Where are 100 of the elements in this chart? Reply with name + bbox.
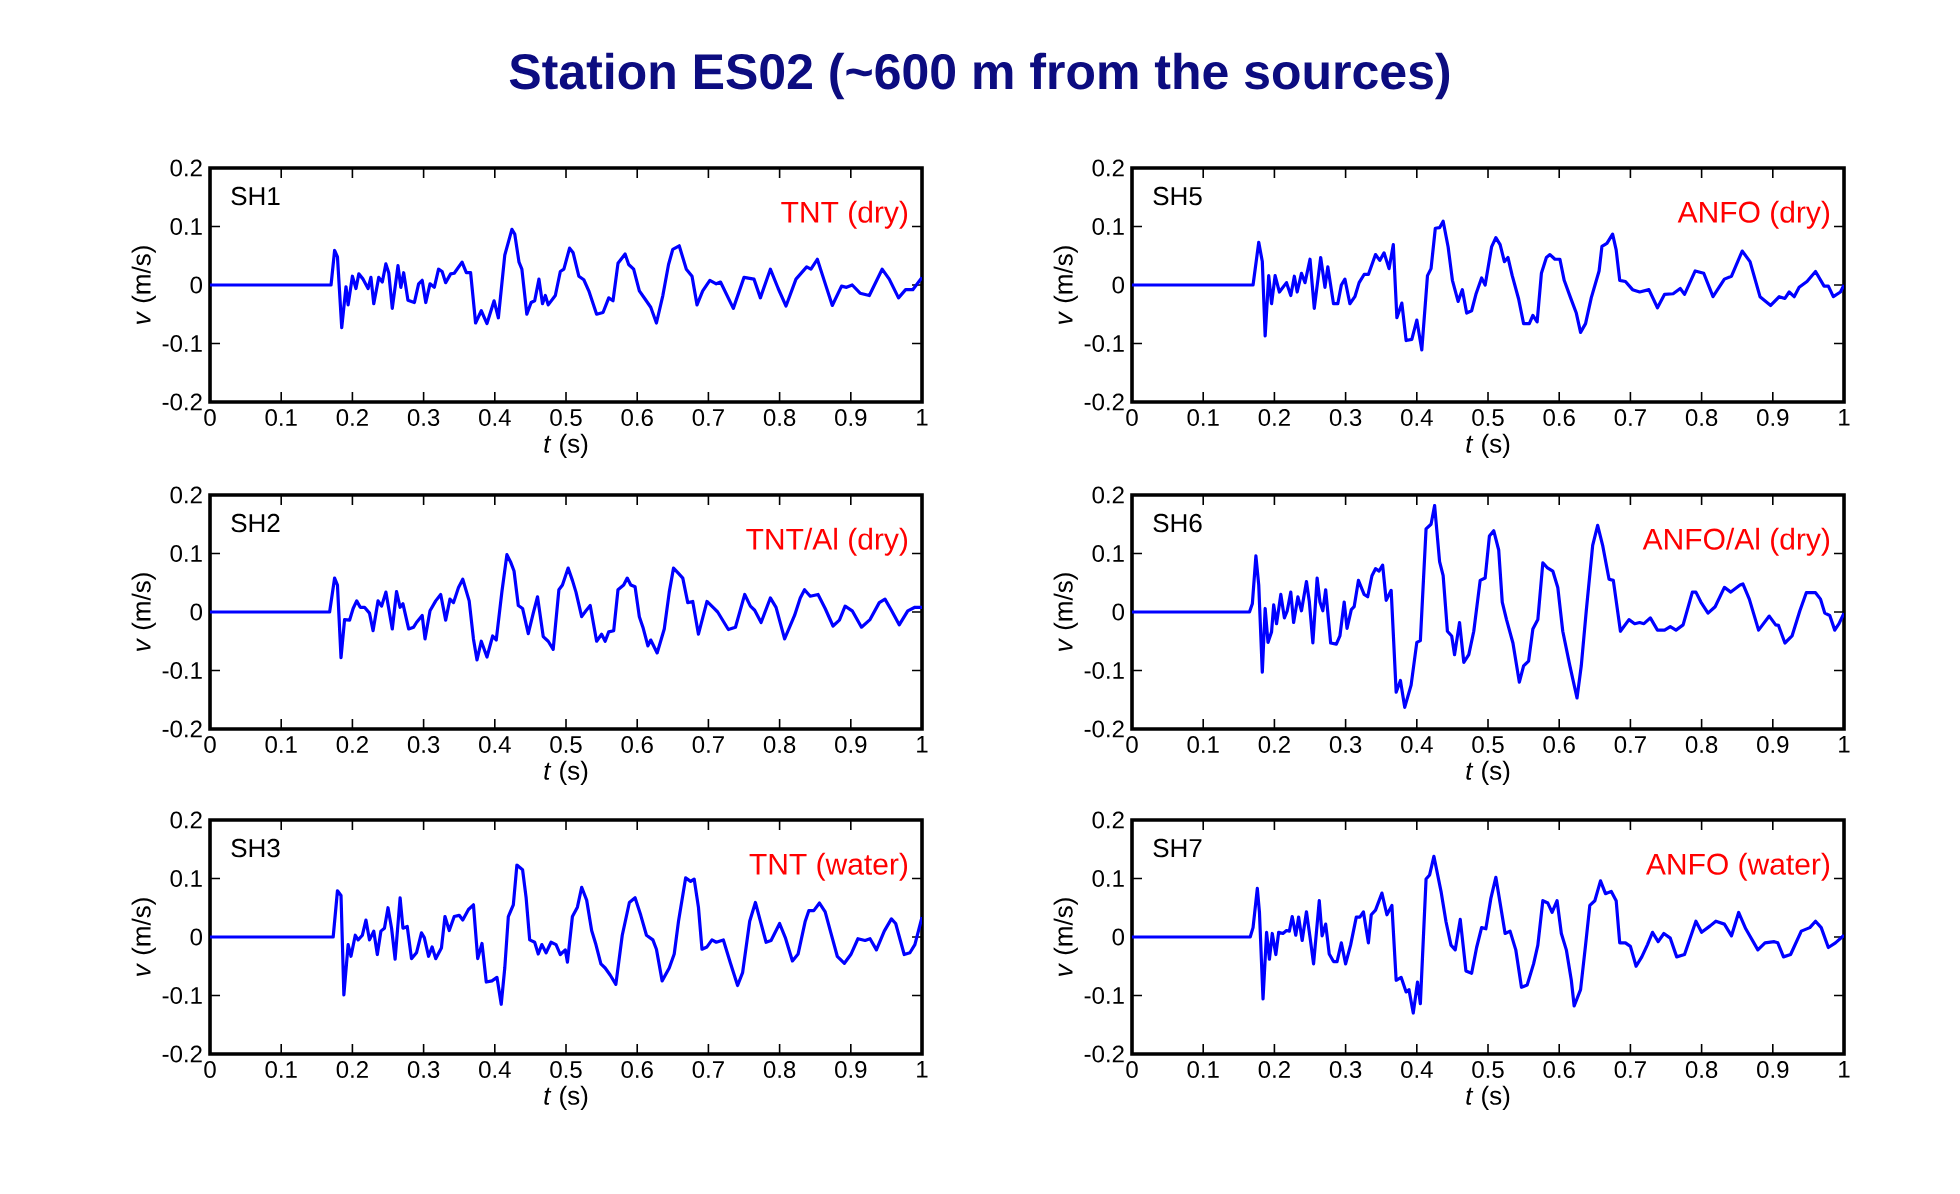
y-tick-label: -0.2 [1084, 1045, 1124, 1063]
x-tick-label: 1 [1839, 409, 1850, 426]
x-tick-label: 0.1 [265, 1061, 297, 1079]
y-tick-label: -0.1 [162, 987, 202, 1004]
x-tick-label: 0.1 [1187, 1061, 1219, 1079]
annotation: ANFO (dry) [1677, 200, 1830, 229]
y-tick-label: -0.2 [1084, 393, 1124, 411]
y-tick-label: 0 [190, 276, 203, 294]
x-tick-label: 0.8 [763, 409, 796, 427]
annotation: SH5 [1153, 186, 1202, 206]
x-tick-label: 0.6 [1543, 736, 1575, 754]
x-tick-label: 0.5 [1472, 736, 1504, 754]
x-tick-label: 1 [917, 736, 928, 753]
x-tick-label: 0.1 [265, 736, 297, 754]
annotation: TNT (water) [749, 852, 908, 881]
x-tick-label: 0.4 [1401, 409, 1433, 427]
y-tick-label: 0 [190, 928, 203, 946]
line-series [210, 227, 923, 330]
x-tick-label: 1 [917, 1061, 928, 1078]
x-tick-label: 0.9 [835, 736, 867, 754]
y-tick-label: 0 [1112, 928, 1125, 946]
x-tick-label: 0.5 [550, 409, 582, 427]
x-tick-label: 0.2 [1258, 409, 1290, 427]
x-axis-title: t (s) [544, 1085, 588, 1111]
x-tick-label: 0.3 [1329, 409, 1362, 427]
x-tick-label: 0.9 [1757, 1061, 1789, 1079]
x-tick-label: 0.5 [550, 1061, 582, 1079]
x-tick-label: 0.6 [1543, 1061, 1575, 1079]
x-tick-label: 0.5 [1472, 1061, 1504, 1079]
x-tick-label: 0.6 [1543, 409, 1575, 427]
y-tick-label: 0.2 [170, 486, 202, 504]
x-tick-label: 0.4 [479, 1061, 511, 1079]
y-axis-title: v (m/s) [131, 246, 156, 324]
y-tick-label: 0.2 [170, 811, 202, 829]
annotation: SH7 [1153, 838, 1202, 858]
y-tick-label: -0.2 [162, 1045, 202, 1063]
y-tick-label: -0.1 [162, 335, 202, 352]
y-tick-label: 0.1 [170, 870, 202, 887]
x-axis-title: t (s) [544, 760, 588, 786]
x-tick-label: 0.6 [621, 409, 653, 427]
x-tick-label: 0.5 [1472, 409, 1504, 427]
y-axis-title: v (m/s) [1053, 246, 1078, 324]
annotation: TNT (dry) [781, 200, 908, 229]
x-tick-label: 0 [1126, 409, 1138, 427]
x-tick-label: 0.7 [1614, 409, 1646, 427]
x-tick-label: 0.9 [835, 1061, 867, 1079]
text: Station ES02 (~600 m from the sources) [509, 52, 1450, 100]
y-tick-label: 0 [1112, 276, 1125, 294]
x-tick-label: 0.9 [835, 409, 867, 427]
x-tick-label: 0 [204, 409, 216, 427]
y-tick-label: 0.1 [170, 218, 202, 235]
x-tick-label: 0.6 [621, 1061, 653, 1079]
x-tick-label: 0.3 [407, 409, 440, 427]
x-tick-label: 0.7 [692, 409, 724, 427]
x-tick-label: 0.3 [407, 736, 440, 754]
x-tick-label: 0 [1126, 1061, 1138, 1079]
x-tick-label: 1 [917, 409, 928, 426]
annotation: SH2 [231, 513, 280, 533]
y-tick-label: -0.1 [1084, 662, 1124, 679]
x-tick-label: 0.8 [1685, 1061, 1718, 1079]
x-tick-label: 0.4 [479, 736, 511, 754]
x-tick-label: 0.4 [1401, 1061, 1433, 1079]
x-tick-label: 0.7 [1614, 736, 1646, 754]
y-tick-label: -0.2 [162, 393, 202, 411]
y-tick-label: -0.1 [1084, 987, 1124, 1004]
x-tick-label: 0.1 [1187, 409, 1219, 427]
x-tick-label: 0.7 [692, 1061, 724, 1079]
x-tick-label: 0.2 [336, 409, 368, 427]
x-tick-label: 0.8 [1685, 409, 1718, 427]
x-tick-label: 0.5 [550, 736, 582, 754]
annotation: SH3 [231, 838, 280, 858]
y-tick-label: 0.2 [1092, 811, 1124, 829]
x-tick-label: 0.3 [1329, 736, 1362, 754]
x-tick-label: 0.9 [1757, 409, 1789, 427]
annotation: TNT/Al (dry) [746, 527, 908, 556]
x-tick-label: 0.8 [763, 736, 796, 754]
y-tick-label: 0 [190, 603, 203, 621]
x-tick-label: 1 [1839, 1061, 1850, 1078]
y-tick-label: 0 [1112, 603, 1125, 621]
y-tick-label: 0.1 [1092, 218, 1124, 235]
x-axis-title: t (s) [544, 433, 588, 459]
x-tick-label: 0.2 [1258, 736, 1290, 754]
y-axis-title: v (m/s) [1053, 898, 1078, 976]
x-tick-label: 0 [204, 1061, 216, 1079]
x-tick-label: 0.2 [336, 736, 368, 754]
x-tick-label: 0.4 [479, 409, 511, 427]
y-axis-title: v (m/s) [131, 898, 156, 976]
x-tick-label: 0.4 [1401, 736, 1433, 754]
y-tick-label: -0.2 [1084, 720, 1124, 738]
x-tick-label: 0.3 [1329, 1061, 1362, 1079]
x-tick-label: 0.6 [621, 736, 653, 754]
y-tick-label: 0.1 [1092, 870, 1124, 887]
x-tick-label: 0.7 [1614, 1061, 1646, 1079]
x-tick-label: 0.9 [1757, 736, 1789, 754]
x-tick-label: 0 [204, 736, 216, 754]
x-axis-title: t (s) [1466, 433, 1510, 459]
y-axis-title: v (m/s) [131, 573, 156, 651]
y-tick-label: -0.1 [1084, 335, 1124, 352]
x-axis-title: t (s) [1466, 760, 1510, 786]
x-axis-title: t (s) [1466, 1085, 1510, 1111]
